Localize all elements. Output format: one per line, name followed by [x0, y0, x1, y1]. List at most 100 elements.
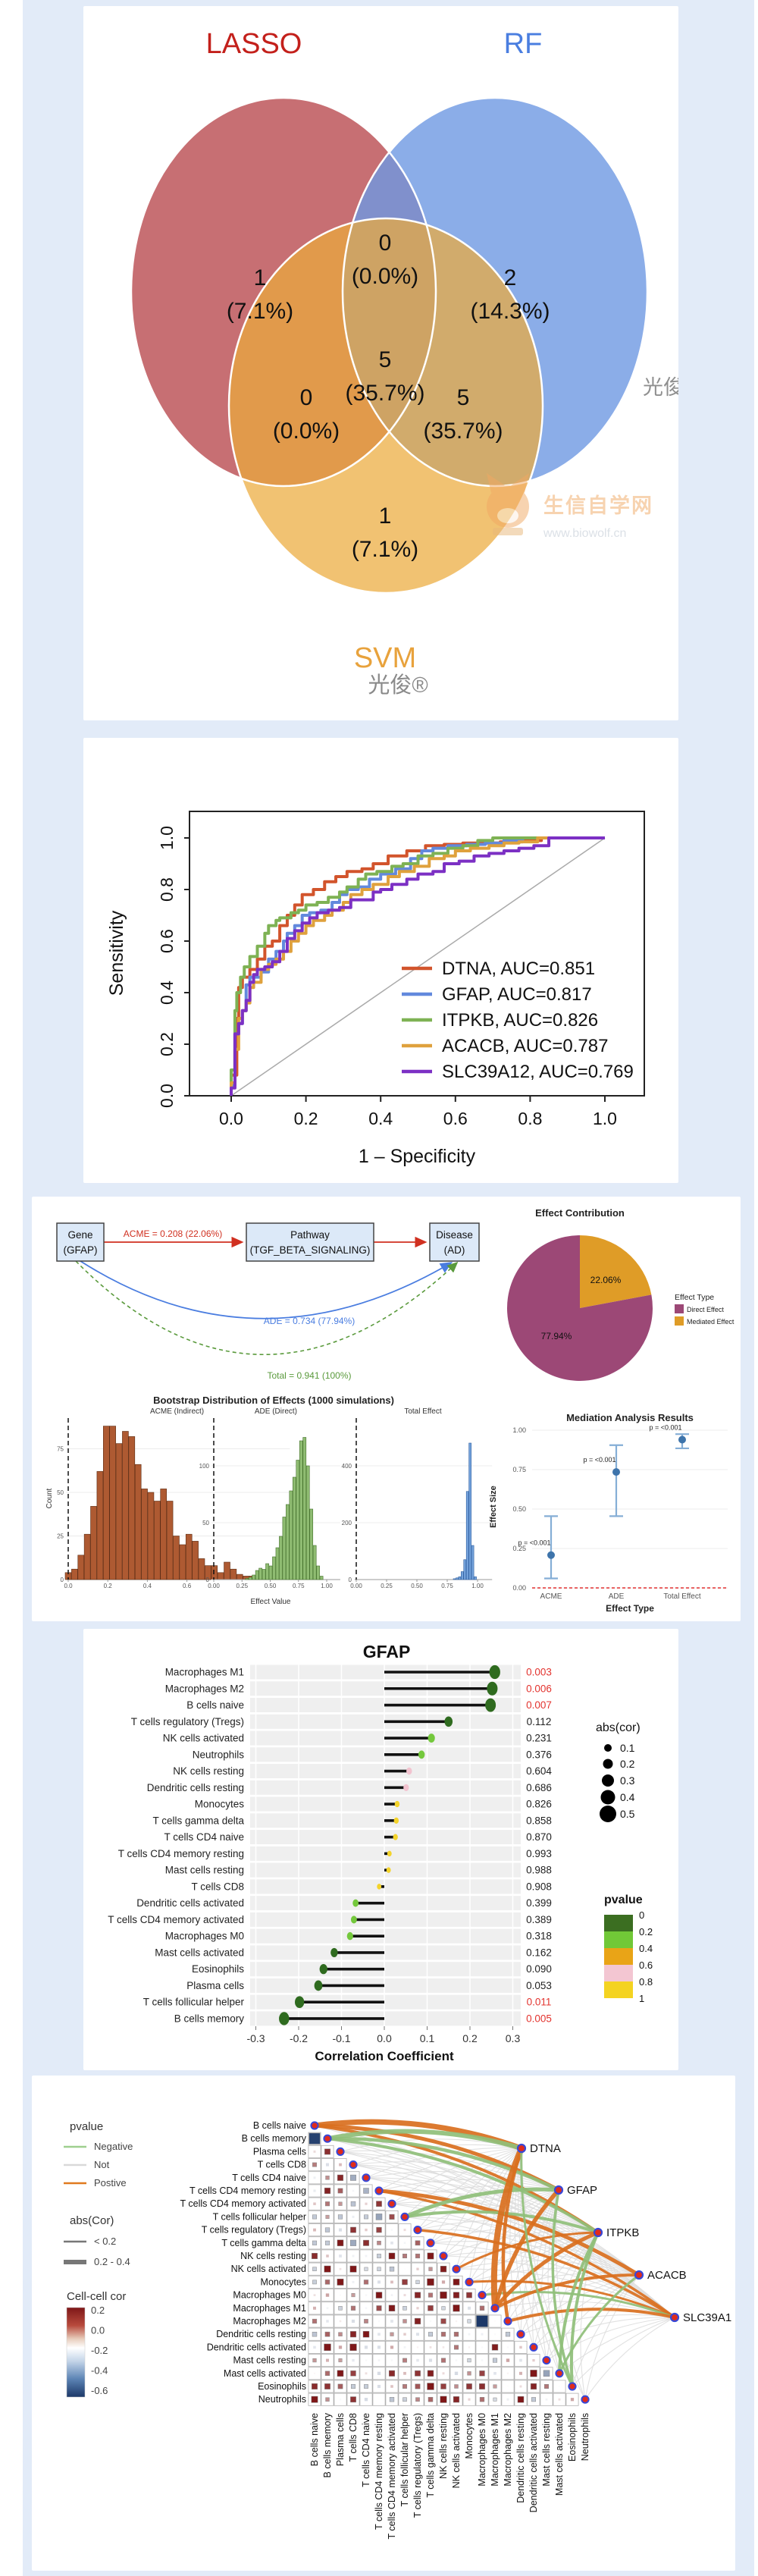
cell-node-T-cells-CD4-memory-activated	[387, 2199, 396, 2208]
row-strip	[250, 1945, 521, 1960]
facet-title: ADE (Direct)	[255, 1407, 297, 1416]
hist-bar	[305, 1465, 310, 1580]
pvalue-value: 0.005	[526, 2013, 552, 2024]
corr-cell	[441, 2306, 446, 2311]
corr-cell	[337, 2279, 344, 2286]
net-abs-title: abs(Cor)	[70, 2214, 114, 2227]
corr-cell	[390, 2229, 393, 2231]
corr-cell	[324, 2343, 331, 2352]
facet-xtick: 0.00	[350, 1583, 362, 1589]
hist-bar	[96, 1471, 104, 1580]
row-label: T cells regulatory (Tregs)	[131, 1716, 244, 1727]
corr-cell	[313, 2189, 316, 2192]
corr-cell	[415, 2370, 421, 2377]
corr-cell	[428, 2305, 434, 2311]
facet-xtick: 0.50	[411, 1583, 423, 1589]
corr-cell	[440, 2396, 447, 2403]
pvalue-legend-title: pvalue	[604, 1894, 643, 1906]
corr-cell	[337, 2174, 344, 2181]
watermark-brand-bottom: 光俊®	[368, 673, 428, 698]
corr-cell	[493, 2384, 497, 2389]
row-label: B cells memory	[174, 2013, 245, 2024]
corr-cell	[479, 2305, 485, 2311]
corr-cell	[312, 2332, 318, 2337]
pvalue-value: 0.908	[526, 1881, 552, 1892]
hist-bar	[217, 1572, 224, 1580]
hist-bar	[245, 1578, 249, 1580]
hist-bar	[128, 1436, 136, 1580]
hist-bar	[160, 1489, 168, 1580]
corr-cell	[506, 2358, 510, 2362]
facet-xtick: 0.50	[265, 1583, 277, 1589]
corr-cell	[349, 2265, 357, 2273]
corr-cell	[351, 2319, 356, 2323]
matrix-col-label: Dendritic cells activated	[528, 2413, 539, 2512]
diagram-box-Gene	[56, 1222, 105, 1262]
matrix-row-label: NK cells resting	[240, 2251, 306, 2261]
effect-point-Total Effect	[678, 1435, 686, 1444]
corr-cell	[338, 2201, 343, 2206]
matrix-col-label: NK cells activated	[451, 2413, 462, 2488]
row-label: Dendritic cells resting	[147, 1782, 244, 1793]
net-pvalue-label: Not	[94, 2159, 110, 2170]
corr-cell	[339, 2267, 342, 2270]
ade-label: ADE = 0.734 (77.94%)	[264, 1316, 355, 1326]
gene-node-ACACB	[634, 2270, 644, 2280]
cell-node-NK-cells-resting	[439, 2251, 448, 2261]
watermark-site-url: www.biowolf.cn	[543, 527, 626, 540]
hist-bar	[71, 1568, 78, 1580]
cell-node-Neutrophils	[581, 2395, 590, 2404]
hist-bar	[453, 1578, 456, 1580]
corr-cell	[517, 2396, 525, 2403]
corr-cell	[390, 2332, 394, 2336]
corr-cell	[324, 2187, 331, 2195]
lollipop-xtick: 0.2	[462, 2032, 478, 2044]
corr-cell	[338, 2358, 343, 2363]
corr-cell	[364, 2267, 368, 2271]
matrix-col-label: T cells CD4 naive	[361, 2413, 371, 2487]
network-panel: pvalue Negative Not Postive abs(Cor) < 0.2 0.2…	[32, 2076, 735, 2571]
corr-cell	[337, 2214, 343, 2220]
corr-cell	[454, 2384, 459, 2389]
venn-set-label-LASSO: LASSO	[206, 28, 302, 60]
corr-cell	[492, 2358, 498, 2363]
corr-cell	[390, 2320, 393, 2323]
roc-legend-label-ITPKB: ITPKB, AUC=0.826	[442, 1010, 598, 1031]
bootstrap-ylabel: Count	[45, 1488, 54, 1508]
corr-cell	[427, 2252, 434, 2260]
venn-region-count: 0	[379, 231, 392, 256]
hist-bar	[166, 1501, 174, 1580]
hist-bar	[154, 1501, 161, 1580]
corr-cell	[403, 2242, 406, 2245]
net-abs-label: 0.2 - 0.4	[94, 2256, 130, 2267]
lollipop-xtick: 0.1	[420, 2032, 435, 2044]
corr-cell	[481, 2359, 484, 2361]
corr-cell	[544, 2384, 549, 2389]
hist-bar	[77, 1555, 85, 1580]
edge-Macrophages-M2-ITPKB	[507, 2232, 599, 2322]
edge-NK-cells-resting-DTNA	[443, 2148, 522, 2257]
hist-bar	[286, 1504, 290, 1580]
corr-cell	[440, 2332, 446, 2337]
matrix-row-label: Eosinophils	[258, 2381, 306, 2392]
lollipop-dot-16	[346, 1931, 353, 1941]
corr-cell	[427, 2383, 434, 2390]
row-strip	[250, 1994, 521, 2010]
matrix-col-label: NK cells resting	[438, 2413, 449, 2479]
corr-cell	[376, 2201, 382, 2207]
corr-cell	[389, 2214, 395, 2220]
roc-ytick: 0.8	[157, 877, 177, 902]
row-label: Macrophages M2	[165, 1683, 244, 1694]
diagram-box-Disease	[429, 1222, 480, 1262]
corr-cell	[339, 2163, 342, 2167]
gene-node-GFAP	[553, 2185, 564, 2195]
edge-T-cells-regulatory-(Tregs)-GFAP	[417, 2189, 559, 2231]
corr-cell	[493, 2371, 496, 2375]
edge-NK-cells-activated-SLC39A1	[456, 2268, 675, 2318]
corr-cell	[468, 2398, 471, 2401]
pvalue-value: 0.003	[526, 1667, 552, 1678]
corr-cell	[545, 2398, 548, 2401]
pvalue-value: 0.011	[527, 1997, 552, 2008]
corr-cell	[324, 2279, 330, 2285]
corr-cell	[427, 2370, 434, 2377]
